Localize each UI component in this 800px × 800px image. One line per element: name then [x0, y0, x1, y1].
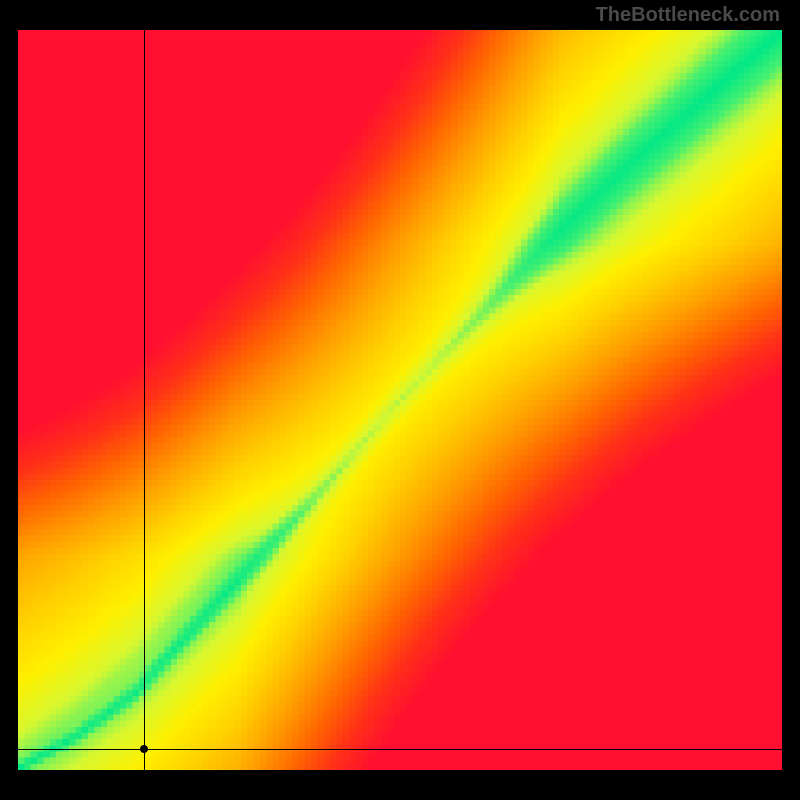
crosshair-vertical: [144, 30, 145, 770]
heatmap-canvas: [18, 30, 782, 770]
crosshair-horizontal: [18, 749, 782, 750]
chart-container: { "watermark": "TheBottleneck.com", "cha…: [0, 0, 800, 800]
watermark-text: TheBottleneck.com: [596, 4, 780, 27]
heatmap-plot: [18, 30, 782, 770]
